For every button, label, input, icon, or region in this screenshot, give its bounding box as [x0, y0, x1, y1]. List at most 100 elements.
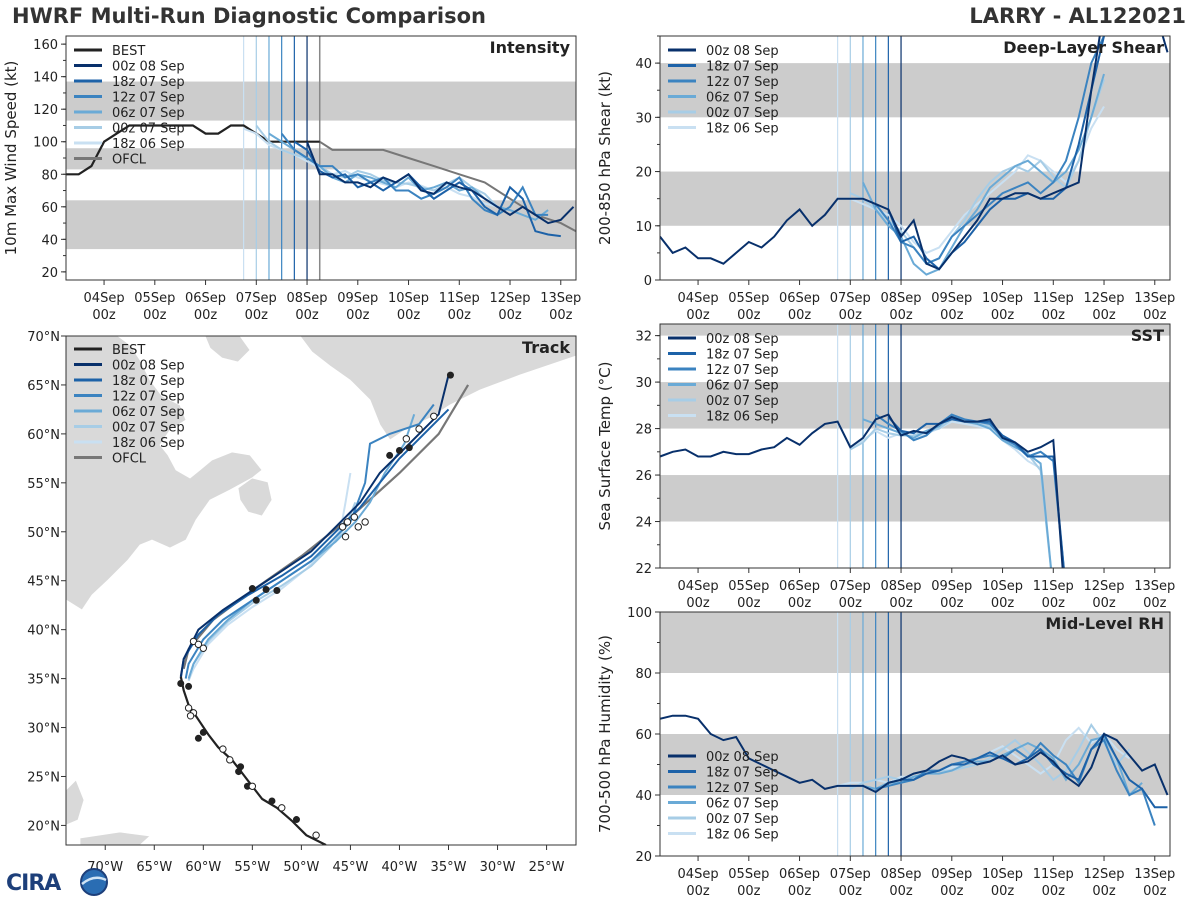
track-xtick-label: 60°W [185, 860, 221, 875]
track-marker-open [226, 756, 234, 764]
track-marker-open [343, 518, 352, 526]
sst-xtick-sublabel: 00z [1143, 596, 1167, 611]
intensity-xtick-label: 05Sep [134, 291, 175, 306]
track-marker-open [248, 782, 257, 790]
shear-ytick-label: 40 [635, 57, 652, 72]
shear-ylabel: 200-850 hPa Shear (kt) [596, 71, 614, 245]
shear-legend-label: 12z 07 Sep [706, 75, 779, 90]
shear-xtick-sublabel: 00z [1143, 308, 1167, 323]
track-ytick-label: 25°N [27, 770, 60, 785]
track-legend-label: 06z 07 Sep [112, 405, 185, 420]
shear-xtick-sublabel: 00z [991, 308, 1015, 323]
intensity-series-4 [255, 124, 511, 212]
track-marker-open [219, 745, 227, 753]
shear-series-2 [874, 36, 1105, 265]
rh-xtick-sublabel: 00z [788, 884, 812, 899]
intensity-ylabel: 10m Max Wind Speed (kt) [2, 61, 20, 256]
intensity-xtick-label: 07Sep [236, 291, 277, 306]
intensity-legend-label: OFCL [112, 153, 147, 168]
shear-legend-label: 18z 06 Sep [706, 122, 779, 137]
track-series-0 [179, 374, 450, 677]
track-series-1 [179, 408, 450, 679]
shear-legend-label: 00z 07 Sep [706, 106, 779, 121]
intensity-ytick-label: 140 [33, 71, 58, 86]
intensity-ytick-label: 120 [33, 103, 58, 118]
sst-legend-label: 00z 08 Sep [706, 332, 779, 347]
track-title: Track [522, 338, 570, 357]
track-marker-open [350, 513, 359, 521]
track-land-5 [79, 831, 151, 845]
rh-legend-label: 06z 07 Sep [706, 797, 779, 812]
sst-xtick-sublabel: 00z [686, 596, 710, 611]
sst-xtick-sublabel: 00z [788, 596, 812, 611]
rh-xtick-label: 12Sep [1084, 867, 1125, 882]
intensity-xtick-sublabel: 00z [295, 308, 319, 323]
rh-series-2 [875, 738, 1156, 826]
intensity-xtick-label: 08Sep [287, 291, 328, 306]
track-marker-filled [395, 447, 403, 455]
intensity-ytick-label: 80 [41, 168, 58, 183]
intensity-xtick-label: 06Sep [185, 291, 226, 306]
sst-legend-label: 00z 07 Sep [706, 394, 779, 409]
rh-xtick-label: 08Sep [881, 867, 922, 882]
track-marker-filled [268, 797, 276, 805]
rh-legend-label: 18z 07 Sep [706, 766, 779, 781]
shear-legend-label: 18z 07 Sep [706, 60, 779, 75]
shear-xtick-sublabel: 00z [889, 308, 913, 323]
intensity-xtick-sublabel: 00z [346, 308, 370, 323]
storm-title: LARRY - AL122021 [969, 4, 1186, 28]
track-land-2 [204, 336, 251, 363]
shear-xtick-label: 12Sep [1084, 291, 1125, 306]
intensity-xtick-sublabel: 00z [194, 308, 218, 323]
sst-xtick-sublabel: 00z [737, 596, 761, 611]
track-marker-open [354, 523, 362, 531]
track-series-2 [184, 403, 435, 679]
rh-legend-label: 12z 07 Sep [706, 781, 779, 796]
track-panel: 20°N 25°N 30°N 35°N 40°N 45°N 50°N 55°N 60°N 65°N… [27, 330, 577, 875]
track-marker-open [341, 532, 350, 541]
rh-legend-label: 00z 08 Sep [706, 750, 779, 765]
sst-xtick-label: 13Sep [1134, 579, 1175, 594]
intensity-ytick-label: 60 [41, 201, 58, 216]
rh-ytick-label: 80 [635, 667, 652, 682]
intensity-legend-label: 06z 07 Sep [112, 106, 185, 121]
sst-xtick-label: 08Sep [881, 579, 922, 594]
sst-ytick-label: 26 [635, 469, 652, 484]
track-ytick-label: 65°N [27, 379, 60, 394]
sst-legend-label: 06z 07 Sep [706, 379, 779, 394]
rh-xtick-sublabel: 00z [737, 884, 761, 899]
shear-xtick-label: 07Sep [830, 291, 871, 306]
shear-xtick-label: 10Sep [982, 291, 1023, 306]
track-marker-filled [252, 596, 260, 604]
intensity-title: Intensity [490, 38, 571, 57]
rh-series-4 [849, 722, 1131, 790]
track-legend-label: 18z 07 Sep [112, 374, 185, 389]
sst-xtick-label: 04Sep [678, 579, 719, 594]
sst-xtick-sublabel: 00z [940, 596, 964, 611]
shear-xtick-label: 04Sep [678, 291, 719, 306]
sst-band-1 [660, 382, 1170, 429]
rh-title: Mid-Level RH [1045, 614, 1164, 633]
track-marker-filled [177, 679, 185, 687]
rh-xtick-label: 05Sep [728, 867, 769, 882]
figure-title: HWRF Multi-Run Diagnostic Comparison [12, 4, 487, 28]
track-marker-filled [405, 444, 413, 452]
intensity-xtick-sublabel: 00z [397, 308, 421, 323]
shear-xtick-sublabel: 00z [1092, 308, 1116, 323]
rh-ytick-label: 40 [635, 789, 652, 804]
track-xtick-label: 25°W [529, 860, 565, 875]
svg-text:CIRA: CIRA [6, 871, 61, 896]
rh-ytick-label: 100 [627, 606, 652, 621]
track-xtick-label: 50°W [283, 860, 319, 875]
intensity-legend-label: 12z 07 Sep [112, 91, 185, 106]
sst-ytick-label: 24 [635, 516, 652, 531]
sst-ylabel: Sea Surface Temp (°C) [596, 361, 614, 530]
intensity-xtick-sublabel: 00z [448, 308, 472, 323]
sst-ytick-label: 28 [635, 423, 652, 438]
track-marker-open [402, 435, 411, 443]
shear-xtick-sublabel: 00z [737, 308, 761, 323]
rh-xtick-label: 13Sep [1134, 867, 1175, 882]
track-ofcl-line [182, 384, 470, 670]
sst-xtick-label: 10Sep [982, 579, 1023, 594]
